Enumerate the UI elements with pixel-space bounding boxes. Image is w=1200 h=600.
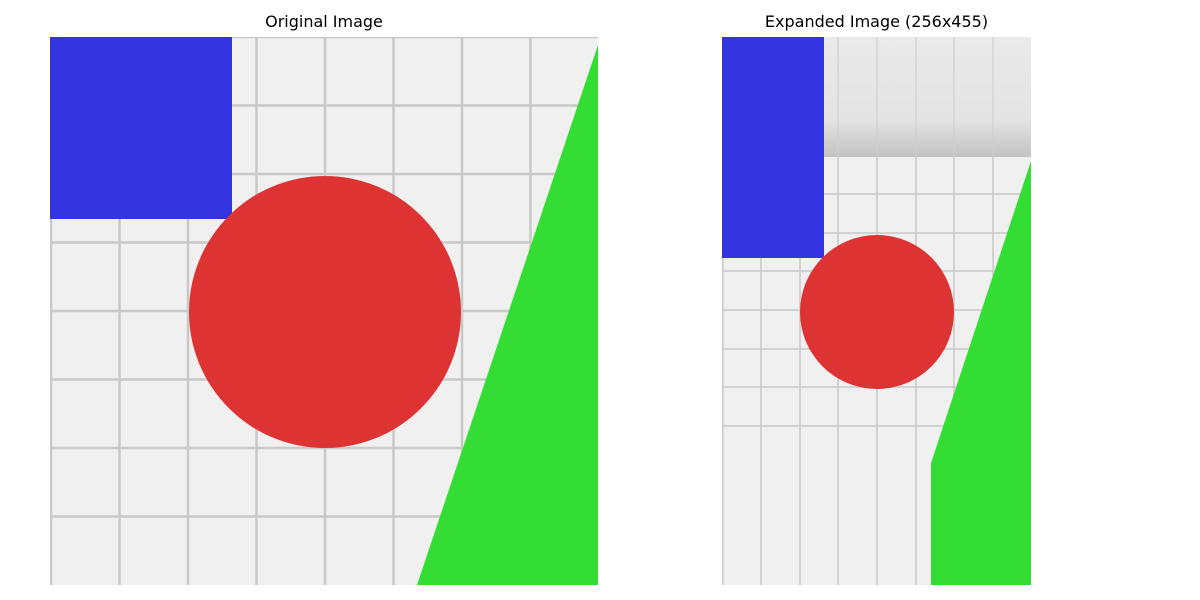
- blue-square: [722, 37, 824, 258]
- original-panel-title: Original Image: [265, 12, 383, 31]
- stretched-band-grid: [837, 37, 994, 157]
- blue-square: [50, 37, 232, 219]
- original-image-panel: [50, 37, 598, 585]
- green-triangle: [931, 161, 1031, 585]
- red-circle: [800, 235, 954, 389]
- expanded-panel-title: Expanded Image (256x455): [764, 12, 989, 31]
- green-triangle: [417, 45, 598, 585]
- expanded-image-panel: [722, 37, 1031, 585]
- red-circle: [189, 176, 461, 448]
- stretched-band: [824, 37, 1031, 157]
